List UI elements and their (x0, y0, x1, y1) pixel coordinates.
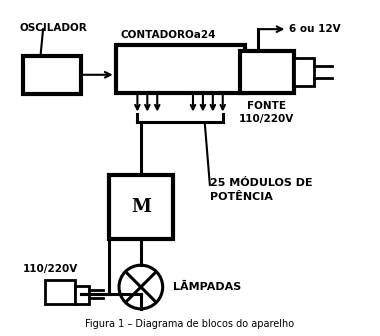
Text: 110/220V: 110/220V (23, 264, 79, 274)
Bar (75, 286, 89, 304)
Text: LĀMPADAS: LĀMPADAS (173, 282, 241, 292)
Bar (294, 58, 314, 86)
Bar (116, 45, 245, 93)
Text: M: M (131, 198, 151, 216)
Text: Figura 1 – Diagrama de blocos do aparelho: Figura 1 – Diagrama de blocos do aparelh… (86, 319, 294, 329)
Text: 6 ou 12V: 6 ou 12V (289, 24, 341, 34)
Bar (109, 175, 173, 240)
Bar (23, 56, 81, 94)
Text: FONTE: FONTE (247, 100, 287, 111)
Text: CONTADOROa24: CONTADOROa24 (120, 30, 216, 40)
Bar (45, 280, 75, 304)
Text: 110/220V: 110/220V (239, 115, 294, 124)
Text: OSCILADOR: OSCILADOR (19, 23, 87, 33)
Bar (240, 51, 294, 93)
Text: 25 MÓDULOS DE
POTÊNCIA: 25 MÓDULOS DE POTÊNCIA (210, 178, 312, 202)
